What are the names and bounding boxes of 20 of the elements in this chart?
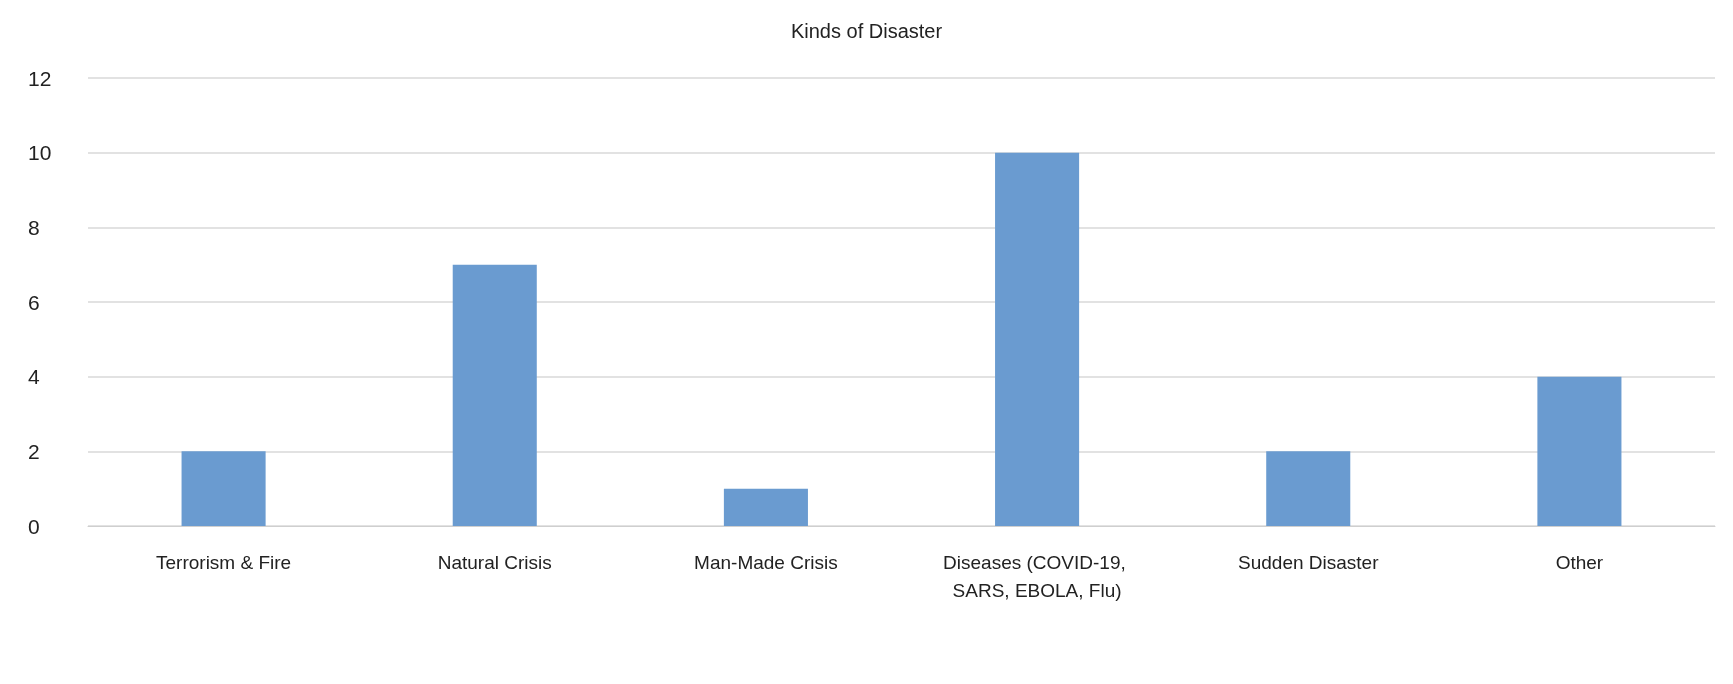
- y-tick-label: 8: [28, 215, 40, 239]
- y-tick-label: 4: [28, 365, 40, 389]
- y-tick-label: 0: [28, 514, 40, 538]
- x-tick-label: Other: [1555, 551, 1604, 573]
- x-tick-label: Terrorism & Fire: [156, 551, 292, 573]
- bar: [1266, 451, 1351, 526]
- y-tick-label: 12: [28, 66, 52, 90]
- x-tick-label: Diseases (COVID-19, SARS, EBOLA, Flu): [943, 551, 1132, 601]
- y-tick-label: 6: [28, 290, 40, 314]
- bar: [723, 488, 808, 526]
- bar: [452, 264, 537, 526]
- y-tick-label: 2: [28, 439, 40, 463]
- x-tick-label: Natural Crisis: [437, 551, 552, 573]
- bar: [1537, 376, 1622, 526]
- chart-title: Kinds of Disaster: [790, 20, 943, 42]
- x-tick-label: Sudden Disaster: [1238, 551, 1380, 573]
- x-tick-label: Man-Made Crisis: [694, 551, 838, 573]
- y-tick-label: 10: [28, 141, 52, 165]
- bar: [181, 451, 266, 526]
- bar: [995, 152, 1080, 526]
